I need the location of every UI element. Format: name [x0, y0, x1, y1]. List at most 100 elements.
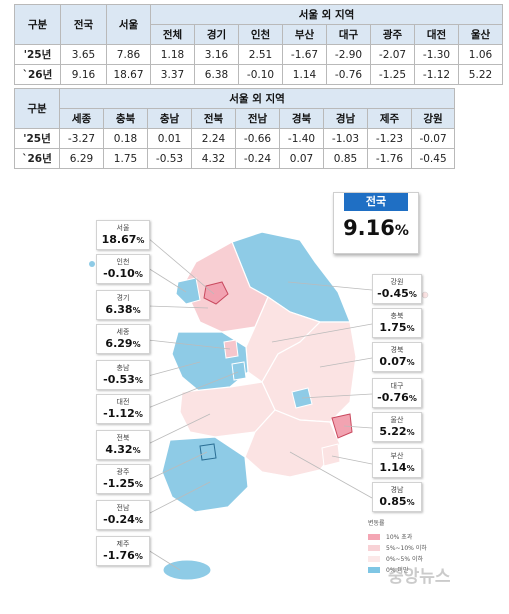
- header-seoul: 서울: [106, 4, 151, 45]
- region-card-jeonbuk: 전북 4.32%: [96, 430, 150, 460]
- subheader: 제주: [367, 108, 412, 129]
- cell: -0.07: [410, 128, 456, 149]
- cell: 0.01: [147, 128, 192, 149]
- map-region-ulsan: [331, 413, 353, 439]
- cell: -2.07: [370, 44, 415, 65]
- region-card-gyeongbuk: 경북 0.07%: [372, 342, 422, 372]
- price-change-table-1: 구분 전국 서울 서울 외 지역 전체 경기 인천 부산 대구 광주 대전 울산…: [14, 4, 503, 85]
- cell: -1.25: [370, 64, 415, 85]
- row-label: `26년: [14, 64, 61, 85]
- region-card-jeju: 제주 -1.76%: [96, 536, 150, 566]
- legend-item: 0%~5% 이하: [368, 553, 458, 564]
- subheader: 경북: [279, 108, 324, 129]
- price-change-table-2: 구분 서울 외 지역 세종 충북 충남 전북 전남 경북 경남 제주 강원 '2…: [14, 88, 456, 169]
- cell: 2.51: [238, 44, 283, 65]
- subheader: 경기: [194, 24, 239, 45]
- region-card-gyeongnam: 경남 0.85%: [372, 482, 422, 512]
- row-label: '25년: [14, 44, 61, 65]
- region-card-jeonnam: 전남 -0.24%: [96, 500, 150, 530]
- cell: -1.03: [323, 128, 368, 149]
- cell: -1.30: [414, 44, 459, 65]
- cell: 1.06: [458, 44, 503, 65]
- row-label: '25년: [14, 128, 60, 149]
- cell: -1.67: [282, 44, 327, 65]
- header-gubun: 구분: [14, 88, 60, 129]
- map-region-incheon: [175, 277, 201, 305]
- region-card-chungbuk: 충북 1.75%: [372, 308, 422, 338]
- national-summary-card: 전국 9.16%: [333, 192, 419, 254]
- subheader: 인천: [238, 24, 283, 45]
- region-card-busan: 부산 1.14%: [372, 448, 422, 478]
- header-outside-seoul: 서울 외 지역: [58, 88, 456, 109]
- cell: 6.38: [194, 64, 239, 85]
- region-card-ulsan: 울산 5.22%: [372, 412, 422, 442]
- cell: 0.07: [279, 148, 324, 169]
- map-region-seoul: [203, 281, 229, 305]
- subheader: 전남: [235, 108, 280, 129]
- cell: -1.76: [367, 148, 412, 169]
- map-legend: 변동률 10% 초과 5%~10% 이하 0%~5% 이하 0% 미만: [368, 518, 458, 575]
- cell: 6.29: [59, 148, 104, 169]
- subheader: 울산: [458, 24, 503, 45]
- legend-item: 0% 미만: [368, 564, 458, 575]
- cell: -1.12: [414, 64, 459, 85]
- region-card-incheon: 인천 -0.10%: [96, 254, 150, 284]
- subheader: 광주: [370, 24, 415, 45]
- map-region-jeju: [162, 559, 212, 581]
- watermark-logo: 중앙뉴스: [388, 567, 451, 587]
- subheader: 대전: [414, 24, 459, 45]
- header-outside-seoul: 서울 외 지역: [150, 4, 503, 25]
- cell: -3.27: [59, 128, 104, 149]
- cell: 9.16: [60, 64, 107, 85]
- subheader: 충남: [147, 108, 192, 129]
- cell: 18.67: [106, 64, 151, 85]
- cell: -1.23: [367, 128, 412, 149]
- cell: 1.18: [150, 44, 195, 65]
- cell: 3.37: [150, 64, 195, 85]
- region-card-gwangju: 광주 -1.25%: [96, 464, 150, 494]
- cell: 3.65: [60, 44, 107, 65]
- region-card-daejeon: 대전 -1.12%: [96, 394, 150, 424]
- cell: -0.24: [235, 148, 280, 169]
- map-region-daejeon: [231, 361, 247, 381]
- map-region-busan: [321, 443, 341, 467]
- table-row: '25년 3.65 7.86 1.18 3.16 2.51 -1.67 -2.9…: [14, 44, 503, 65]
- cell: 5.22: [458, 64, 503, 85]
- subheader: 부산: [282, 24, 327, 45]
- korea-map: [89, 231, 429, 581]
- cell: -0.10: [238, 64, 283, 85]
- region-card-chungnam: 충남 -0.53%: [96, 360, 150, 390]
- region-card-gangwon: 강원 -0.45%: [372, 274, 422, 304]
- cell: -1.40: [279, 128, 324, 149]
- cell: 3.16: [194, 44, 239, 65]
- region-card-sejong: 세종 6.29%: [96, 324, 150, 354]
- map-region-jeonnam: [161, 436, 249, 513]
- subheader: 강원: [410, 108, 456, 129]
- legend-title: 변동률: [368, 520, 385, 527]
- national-label: 전국: [344, 193, 408, 211]
- cell: -0.53: [147, 148, 192, 169]
- subheader: 대구: [326, 24, 371, 45]
- regional-map-area: 전국 9.16% 서울 18.67% 인천 -0.10% 경기 6.38% 세종…: [0, 182, 509, 614]
- cell: 0.85: [323, 148, 368, 169]
- region-card-seoul: 서울 18.67%: [96, 220, 150, 250]
- map-region-sejong: [223, 339, 239, 359]
- subheader: 세종: [59, 108, 104, 129]
- cell: -2.90: [326, 44, 371, 65]
- subheader: 전체: [150, 24, 195, 45]
- cell: 1.75: [103, 148, 148, 169]
- row-label: `26년: [14, 148, 60, 169]
- cell: 0.18: [103, 128, 148, 149]
- subheader: 경남: [323, 108, 368, 129]
- region-card-daegu: 대구 -0.76%: [372, 378, 422, 408]
- cell: -0.76: [326, 64, 371, 85]
- table-row: `26년 6.29 1.75 -0.53 4.32 -0.24 0.07 0.8…: [14, 148, 456, 169]
- cell: 1.14: [282, 64, 327, 85]
- cell: -0.45: [410, 148, 456, 169]
- map-region-gwangju: [199, 443, 217, 461]
- cell: -0.66: [235, 128, 280, 149]
- legend-item: 5%~10% 이하: [368, 542, 458, 553]
- subheader: 전북: [191, 108, 236, 129]
- legend-item: 10% 초과: [368, 531, 458, 542]
- cell: 7.86: [106, 44, 151, 65]
